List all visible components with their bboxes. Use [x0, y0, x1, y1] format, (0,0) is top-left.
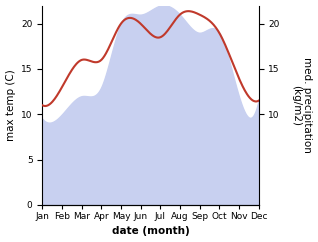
Y-axis label: med. precipitation
(kg/m2): med. precipitation (kg/m2): [291, 57, 313, 153]
X-axis label: date (month): date (month): [112, 227, 189, 236]
Y-axis label: max temp (C): max temp (C): [5, 69, 16, 141]
